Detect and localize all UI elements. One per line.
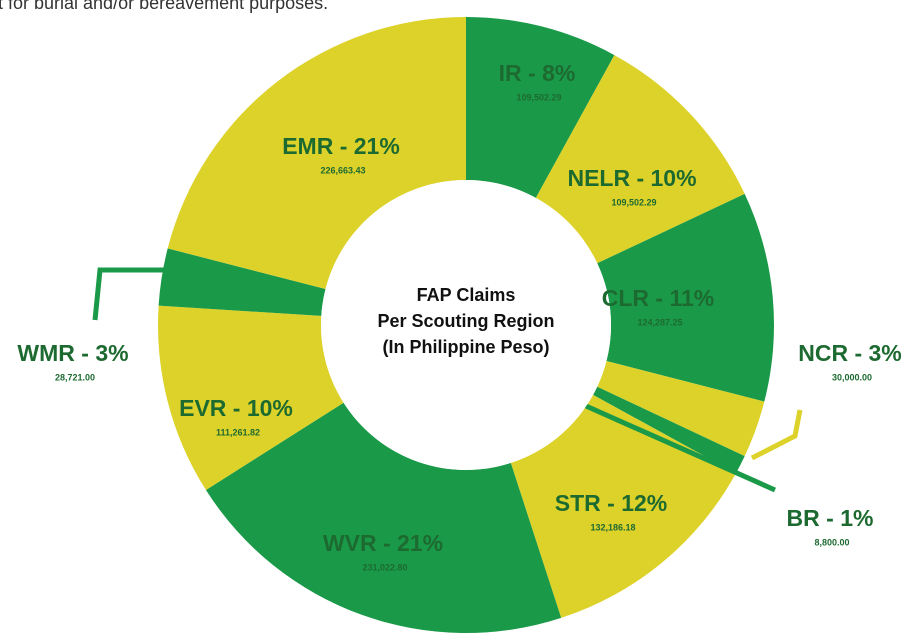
- donut-slice: [535, 55, 745, 264]
- amount-label: 226,663.43: [320, 165, 365, 175]
- amount-label: 28,721.00: [55, 372, 95, 382]
- donut-slice: [205, 402, 562, 633]
- amount-label: 8,800.00: [814, 537, 849, 547]
- donut-slice: [466, 17, 615, 198]
- amount-label: 124,287.25: [637, 317, 682, 327]
- amount-label: 109,502.29: [611, 197, 656, 207]
- slice-label: CLR - 11%: [602, 285, 714, 311]
- slice-label: STR - 12%: [555, 490, 667, 516]
- donut-slice: [158, 305, 344, 491]
- leader-line: [566, 395, 777, 493]
- amount-label: 231,022.80: [362, 562, 407, 572]
- chart-title: Per Scouting Region: [377, 311, 554, 331]
- slice-label: EVR - 10%: [179, 395, 293, 421]
- donut-slice: [597, 193, 774, 402]
- amount-label: 132,186.18: [590, 522, 635, 532]
- donut-slice: [167, 17, 466, 289]
- slice-label: WVR - 21%: [323, 530, 443, 556]
- donut-slice: [510, 394, 736, 618]
- chart-title: FAP Claims: [417, 285, 516, 305]
- slice-label: IR - 8%: [499, 60, 576, 86]
- chart-title: (In Philippine Peso): [382, 337, 549, 357]
- donut-slice: [158, 248, 326, 316]
- amount-label: 109,502.29: [516, 92, 561, 102]
- amount-label: 111,261.82: [216, 427, 260, 437]
- slice-label: BR - 1%: [787, 505, 874, 531]
- amount-label: 30,000.00: [832, 372, 872, 382]
- slice-label: EMR - 21%: [282, 133, 400, 159]
- donut-slice: [597, 361, 765, 457]
- donut: [158, 17, 774, 633]
- header-text: t for burial and/or bereavement purposes…: [0, 0, 328, 13]
- leader-line: [92, 267, 165, 321]
- donut-hole: [321, 180, 611, 470]
- slice-label: NCR - 3%: [798, 340, 902, 366]
- slice-label: WMR - 3%: [17, 340, 128, 366]
- donut-slice: [593, 386, 745, 474]
- slice-label: NELR - 10%: [567, 165, 696, 191]
- leader-line: [750, 409, 803, 461]
